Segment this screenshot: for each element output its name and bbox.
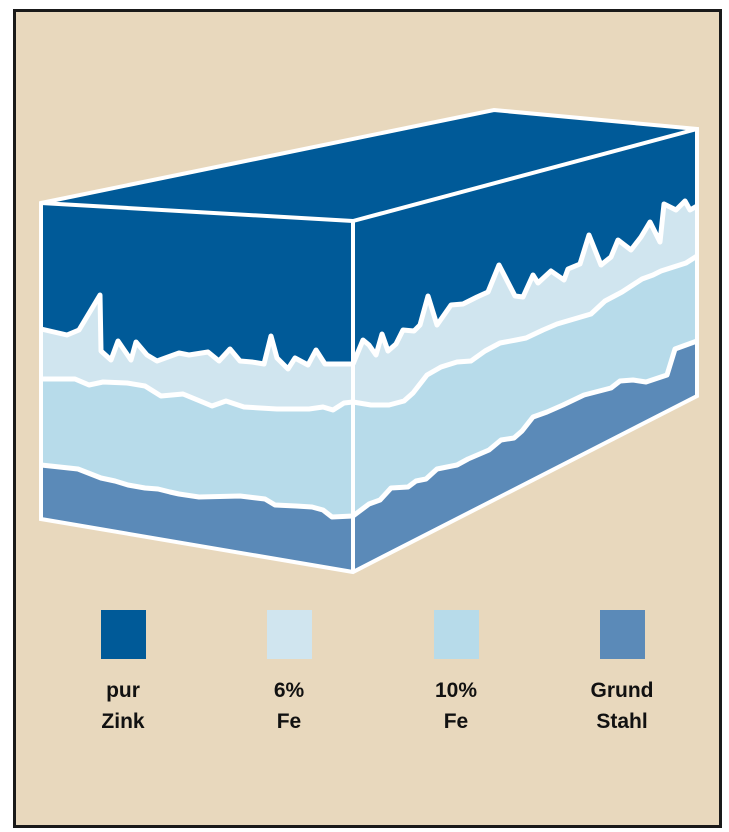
legend-label-pur-zink-line1: pur (106, 679, 140, 702)
diagram-frame: pur Zink 6% Fe 10% Fe Grund Stahl (13, 9, 722, 828)
legend-item-grund-stahl: Grund Stahl (552, 610, 692, 737)
front-layer-pur-zink (41, 203, 353, 369)
side-boundary-fe10-stahl (351, 338, 698, 518)
block-top-edge-front (40, 201, 354, 223)
front-boundary-fe10-stahl (40, 462, 354, 520)
side-layer-pur-zink (353, 129, 697, 364)
legend-label-fe6-line2: Fe (276, 710, 302, 733)
legend-label-fe10-line1: 10% (434, 679, 478, 702)
block-top-edge-side (352, 127, 698, 223)
swatch-fe6 (266, 610, 312, 659)
side-layer-grund-stahl (353, 341, 697, 572)
side-layer-fe6 (353, 201, 697, 405)
side-boundary-fe6-fe10 (352, 253, 699, 408)
legend-label-fe10: 10% Fe (386, 675, 526, 737)
legend-label-fe10-line2: Fe (443, 710, 469, 733)
legend-label-grund-stahl: Grund Stahl (552, 675, 692, 737)
side-layer-fe10 (353, 256, 697, 516)
legend-label-pur-zink: pur Zink (53, 675, 193, 737)
front-layer-grund-stahl (41, 465, 353, 572)
swatch-grund-stahl (599, 610, 645, 659)
legend-label-pur-zink-line2: Zink (101, 710, 145, 733)
front-layer-fe10 (41, 379, 353, 517)
legend-label-grund-stahl-line2: Stahl (596, 710, 648, 733)
coating-layers-diagram (39, 107, 699, 575)
block-top-face (41, 110, 697, 221)
legend-label-fe6: 6% Fe (219, 675, 359, 737)
front-boundary-zink-fe6 (40, 292, 353, 372)
side-boundary-zink-fe6 (350, 198, 699, 365)
legend-item-fe6: 6% Fe (219, 610, 359, 737)
legend-label-fe6-line1: 6% (273, 679, 305, 702)
swatch-pur-zink (100, 610, 146, 659)
legend-item-pur-zink: pur Zink (53, 610, 193, 737)
front-boundary-fe6-fe10 (41, 376, 354, 413)
block-outline (39, 107, 699, 575)
legend-item-fe10: 10% Fe (386, 610, 526, 737)
swatch-fe10 (433, 610, 479, 659)
legend-label-grund-stahl-line1: Grund (590, 679, 654, 702)
